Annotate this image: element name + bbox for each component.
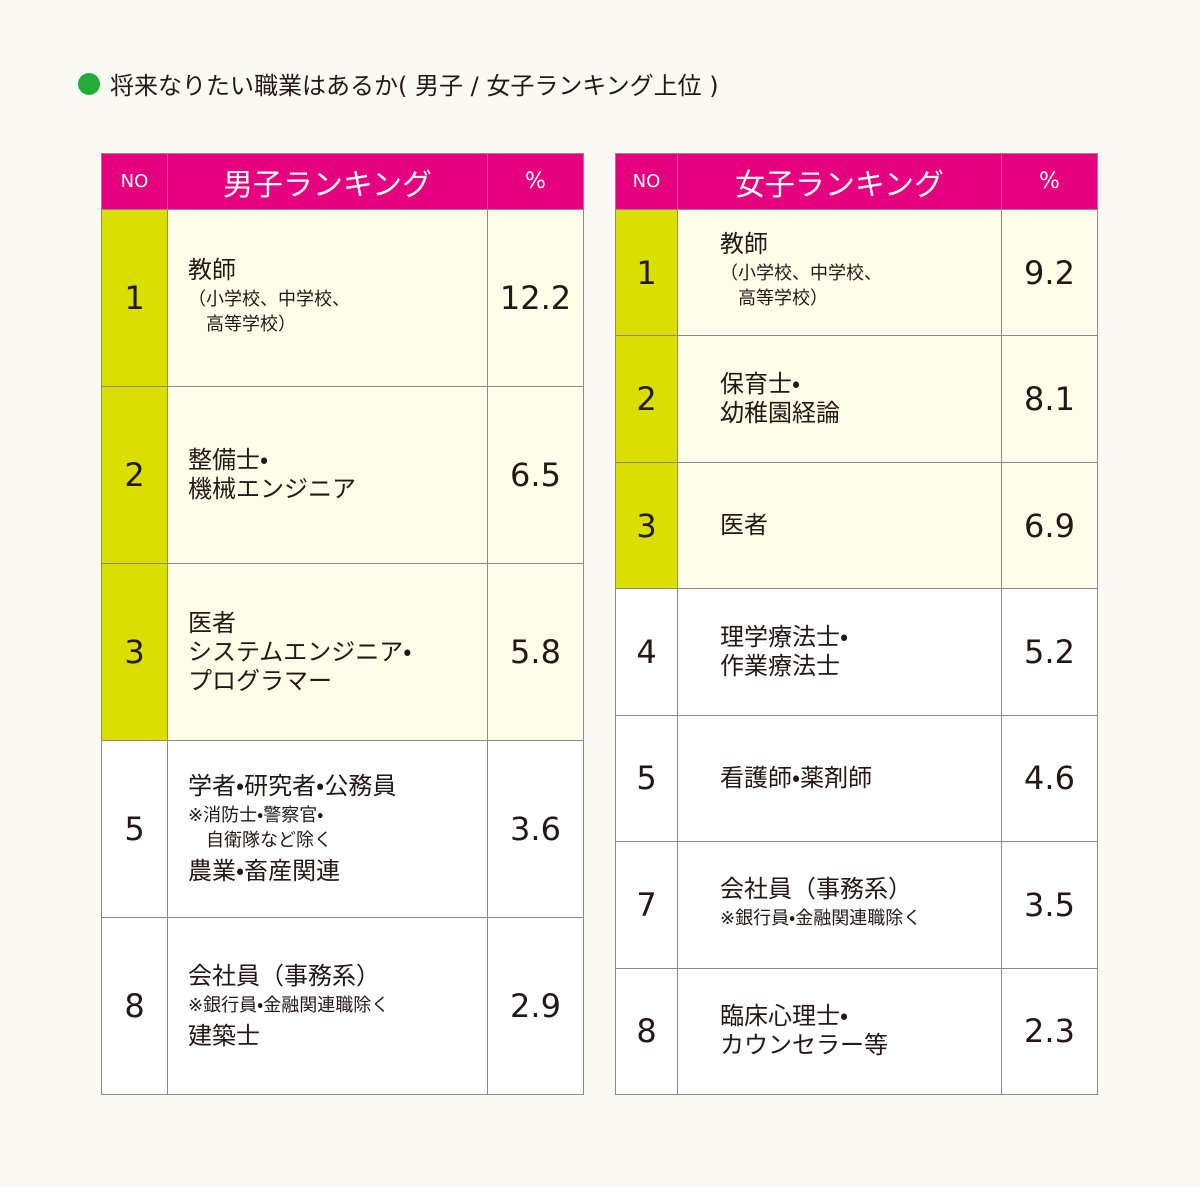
- job-name: 医者: [720, 511, 768, 540]
- percent-cell: 3.5: [1001, 841, 1098, 969]
- job-name: 整備士・ 機械エンジニア: [188, 446, 356, 503]
- title: 将来なりたい職業はあるか( 男子 / 女子ランキング上位 ): [78, 66, 719, 101]
- job-cell: 保育士・ 幼稚園経論: [677, 335, 1002, 463]
- percent-cell: 9.2: [1001, 208, 1098, 337]
- percent-cell: 5.2: [1001, 588, 1098, 716]
- job-name: 建築士: [188, 1021, 260, 1050]
- percent-cell: 2.9: [487, 917, 584, 1095]
- percent-cell: 3.6: [487, 740, 584, 918]
- ranking-row: 5 学者・研究者・公務員 ※消防士・警察官・ 自衛隊など除く農業・畜産関連 3.6: [101, 740, 584, 918]
- job-name: 教師: [188, 255, 236, 284]
- ranking-row: 8 臨床心理士・ カウンセラー等 2.3: [615, 967, 1098, 1095]
- ranking-row: 2 保育士・ 幼稚園経論 8.1: [615, 335, 1098, 463]
- job-cell: 会社員（事務系） ※銀行員・金融関連職除く建築士: [167, 917, 488, 1095]
- title-dot: [78, 72, 100, 95]
- job-cell: 教師 （小学校、中学校、 高等学校）: [677, 208, 1002, 337]
- header-cell: NO: [101, 153, 168, 210]
- job-name: 教師: [720, 230, 768, 259]
- job-cell: 医者 システムエンジニア・ プログラマー: [167, 563, 488, 741]
- job-name: 臨床心理士・ カウンセラー等: [720, 1002, 888, 1060]
- job-cell: 教師 （小学校、中学校、 高等学校）: [167, 209, 488, 387]
- job-name: 学者・研究者・公務員: [188, 772, 397, 800]
- ranking-table: NO 女子ランキング% 1 教師 （小学校、中学校、 高等学校） 9.2 2 保育士・ 幼稚園…: [615, 153, 1098, 1095]
- job-name: 看護師・薬剤師: [720, 763, 873, 792]
- header-cell: %: [487, 153, 584, 210]
- ranking-row: 3 医者 6.9: [615, 461, 1098, 590]
- percent-cell: 5.8: [487, 563, 584, 741]
- header-cell: NO: [615, 153, 678, 210]
- percent-cell: 4.6: [1001, 714, 1098, 843]
- rank-cell: 1: [615, 208, 678, 337]
- job-cell: 理学療法士・ 作業療法士: [677, 588, 1002, 716]
- rank-cell: 5: [101, 740, 168, 918]
- percent-cell: 12.2: [487, 209, 584, 387]
- rank-cell: 7: [615, 841, 678, 969]
- ranking-table: NO 男子ランキング% 1 教師 （小学校、中学校、 高等学校） 12.2 2 整備士・ 機械…: [101, 153, 584, 1095]
- ranking-row: 7 会社員（事務系） ※銀行員・金融関連職除く 3.5: [615, 841, 1098, 969]
- ranking-row: 1 教師 （小学校、中学校、 高等学校） 12.2: [101, 209, 584, 387]
- job-cell: 整備士・ 機械エンジニア: [167, 386, 488, 564]
- header-cell: 女子ランキング: [677, 153, 1002, 210]
- ranking-row: 4 理学療法士・ 作業療法士 5.2: [615, 588, 1098, 716]
- header-cell: %: [1001, 153, 1098, 210]
- percent-cell: 6.5: [487, 386, 584, 564]
- job-note: ※銀行員・金融関連職除く: [720, 907, 922, 929]
- job-name: 理学療法士・ 作業療法士: [720, 622, 849, 680]
- percent-cell: 2.3: [1001, 967, 1098, 1095]
- rank-cell: 8: [615, 967, 678, 1095]
- job-note: ※銀行員・金融関連職除く: [188, 994, 390, 1016]
- rank-cell: 4: [615, 588, 678, 716]
- title-text: 将来なりたい職業はあるか( 男子 / 女子ランキング上位 ): [110, 72, 719, 100]
- rank-cell: 2: [101, 386, 168, 564]
- rank-cell: 5: [615, 714, 678, 843]
- job-cell: 医者: [677, 461, 1002, 590]
- header-cell: 男子ランキング: [167, 153, 488, 210]
- header-row: NO 女子ランキング%: [615, 153, 1098, 210]
- header-row: NO 男子ランキング%: [101, 153, 584, 210]
- ranking-row: 1 教師 （小学校、中学校、 高等学校） 9.2: [615, 208, 1098, 337]
- job-name: 保育士・ 幼稚園経論: [720, 370, 840, 428]
- rank-cell: 3: [101, 563, 168, 741]
- rank-cell: 1: [101, 209, 168, 387]
- job-note: （小学校、中学校、 高等学校）: [188, 288, 350, 335]
- rank-cell: 3: [615, 461, 678, 590]
- job-cell: 会社員（事務系） ※銀行員・金融関連職除く: [677, 841, 1002, 969]
- rank-cell: 2: [615, 335, 678, 463]
- job-note: （小学校、中学校、 高等学校）: [720, 263, 882, 310]
- job-cell: 看護師・薬剤師: [677, 714, 1002, 843]
- percent-cell: 8.1: [1001, 335, 1098, 463]
- rank-cell: 8: [101, 917, 168, 1095]
- job-name: 医者 システムエンジニア・ プログラマー: [188, 608, 412, 695]
- job-name: 農業・畜産関連: [188, 857, 341, 885]
- job-name: 会社員（事務系）: [188, 961, 380, 990]
- ranking-row: 8 会社員（事務系） ※銀行員・金融関連職除く建築士 2.9: [101, 917, 584, 1095]
- ranking-row: 2 整備士・ 機械エンジニア 6.5: [101, 386, 584, 564]
- job-cell: 臨床心理士・ カウンセラー等: [677, 967, 1002, 1095]
- ranking-row: 5 看護師・薬剤師 4.6: [615, 714, 1098, 843]
- job-note: ※消防士・警察官・ 自衛隊など除く: [188, 805, 332, 851]
- percent-cell: 6.9: [1001, 461, 1098, 590]
- job-cell: 学者・研究者・公務員 ※消防士・警察官・ 自衛隊など除く農業・畜産関連: [167, 740, 488, 918]
- job-name: 会社員（事務系）: [720, 874, 912, 903]
- ranking-row: 3 医者 システムエンジニア・ プログラマー 5.8: [101, 563, 584, 741]
